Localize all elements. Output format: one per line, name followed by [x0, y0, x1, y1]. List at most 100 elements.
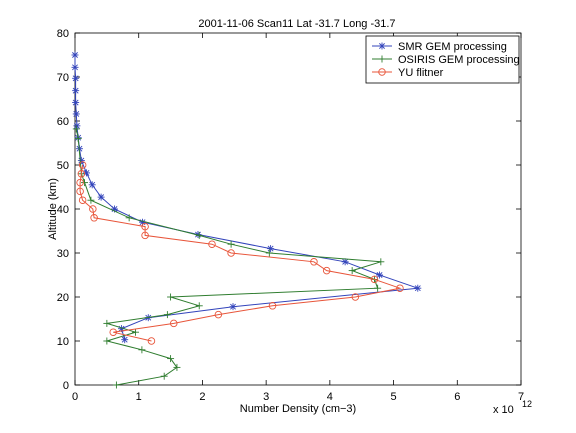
- data-point: [195, 231, 203, 239]
- x-tick-label: 6: [454, 391, 460, 403]
- data-point: [78, 161, 87, 169]
- data-point: [109, 328, 117, 336]
- data-point: [103, 319, 111, 327]
- data-point: [167, 355, 175, 363]
- legend-marker: [378, 55, 386, 63]
- legend-marker: [378, 42, 386, 50]
- data-point: [348, 267, 356, 275]
- data-point: [227, 249, 235, 257]
- data-point: [370, 275, 379, 284]
- data-point: [77, 157, 85, 165]
- legend-item: SMR GEM processing: [372, 41, 507, 53]
- data-point: [74, 135, 82, 143]
- plot-area: [74, 32, 522, 386]
- data-point: [163, 311, 171, 319]
- data-point: [351, 293, 360, 301]
- series-line: [75, 128, 381, 386]
- data-point: [141, 222, 149, 231]
- data-point: [72, 87, 80, 95]
- data-point: [72, 74, 80, 82]
- data-point: [322, 266, 331, 275]
- data-point: [396, 284, 404, 292]
- data-point: [374, 284, 382, 292]
- data-point: [72, 125, 80, 133]
- y-tick-label: 20: [57, 292, 69, 304]
- x-multiplier-base: x 10: [493, 404, 514, 416]
- legend-marker: [378, 68, 386, 76]
- x-multiplier: x 10 12: [493, 399, 532, 416]
- data-point: [103, 337, 111, 345]
- data-point: [112, 381, 120, 389]
- y-tick-label: 30: [57, 248, 69, 260]
- y-axis-label: Altitude (km): [47, 178, 59, 240]
- data-point: [77, 170, 86, 178]
- data-point: [170, 319, 178, 328]
- data-point: [160, 372, 168, 380]
- data-point: [73, 122, 81, 130]
- x-tick-label: 4: [327, 391, 333, 403]
- data-point: [141, 231, 149, 240]
- data-point: [88, 181, 96, 189]
- data-point: [97, 193, 105, 201]
- data-point: [81, 179, 89, 187]
- data-point: [76, 187, 84, 196]
- data-point: [89, 205, 97, 213]
- x-tick-label: 5: [391, 391, 397, 403]
- series-layer: [71, 51, 422, 389]
- data-point: [71, 51, 79, 59]
- data-point: [208, 240, 216, 248]
- x-multiplier-exponent: 12: [522, 399, 532, 409]
- data-point: [310, 258, 318, 266]
- legend-label: SMR GEM processing: [398, 41, 507, 53]
- data-point: [267, 245, 275, 253]
- data-point: [376, 271, 384, 279]
- data-point: [377, 258, 385, 266]
- y-axis: 0 10 20 30 40 50 60 70 80: [57, 28, 521, 392]
- data-point: [138, 346, 146, 354]
- data-point: [121, 336, 129, 344]
- data-point: [167, 293, 175, 301]
- data-point: [132, 328, 140, 336]
- legend-label: YU flitner: [398, 67, 444, 79]
- x-tick-label: 0: [72, 391, 78, 403]
- chart-title: 2001-11-06 Scan11 Lat -31.7 Long -31.7: [198, 18, 395, 30]
- x-tick-label: 3: [263, 391, 269, 403]
- data-point: [125, 214, 133, 222]
- legend-item: OSIRIS GEM processing: [372, 54, 520, 66]
- y-tick-label: 60: [57, 116, 69, 128]
- data-point: [229, 303, 237, 311]
- y-tick-label: 10: [57, 336, 69, 348]
- data-point: [147, 337, 156, 345]
- data-point: [195, 302, 203, 310]
- data-point: [87, 196, 95, 204]
- data-point: [72, 110, 80, 118]
- data-point: [76, 178, 84, 187]
- data-point: [341, 258, 349, 266]
- x-axis: 0 1 2 3 4 5 6 7: [72, 33, 524, 403]
- data-point: [265, 249, 273, 257]
- legend-item: YU flitner: [372, 67, 444, 79]
- data-point: [214, 310, 223, 319]
- legend-label: OSIRIS GEM processing: [398, 54, 520, 66]
- y-tick-label: 70: [57, 72, 69, 84]
- x-tick-label: 1: [136, 391, 142, 403]
- y-tick-label: 50: [57, 160, 69, 172]
- data-point: [71, 63, 79, 71]
- series-3: [76, 161, 404, 345]
- data-point: [414, 284, 422, 292]
- data-point: [173, 363, 181, 371]
- x-tick-label: 7: [518, 391, 524, 403]
- data-point: [268, 302, 277, 310]
- data-point: [194, 231, 202, 239]
- data-point: [90, 214, 98, 222]
- y-tick-label: 40: [57, 204, 69, 216]
- data-point: [78, 196, 87, 204]
- x-axis-label: Number Density (cm−3): [240, 403, 356, 415]
- y-tick-label: 0: [63, 380, 69, 392]
- y-tick-label: 80: [57, 28, 69, 40]
- plot-border: [74, 32, 522, 386]
- data-point: [72, 99, 80, 107]
- data-point: [227, 240, 235, 248]
